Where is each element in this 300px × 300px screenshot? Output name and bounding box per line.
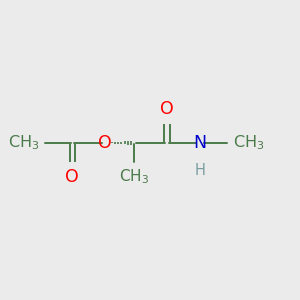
Text: O: O	[160, 100, 174, 118]
Text: H: H	[195, 163, 206, 178]
Text: CH$_3$: CH$_3$	[233, 134, 265, 152]
Text: O: O	[98, 134, 112, 152]
Text: O: O	[65, 167, 79, 185]
Text: N: N	[194, 134, 207, 152]
Text: CH$_3$: CH$_3$	[8, 134, 39, 152]
Text: CH$_3$: CH$_3$	[119, 167, 149, 186]
